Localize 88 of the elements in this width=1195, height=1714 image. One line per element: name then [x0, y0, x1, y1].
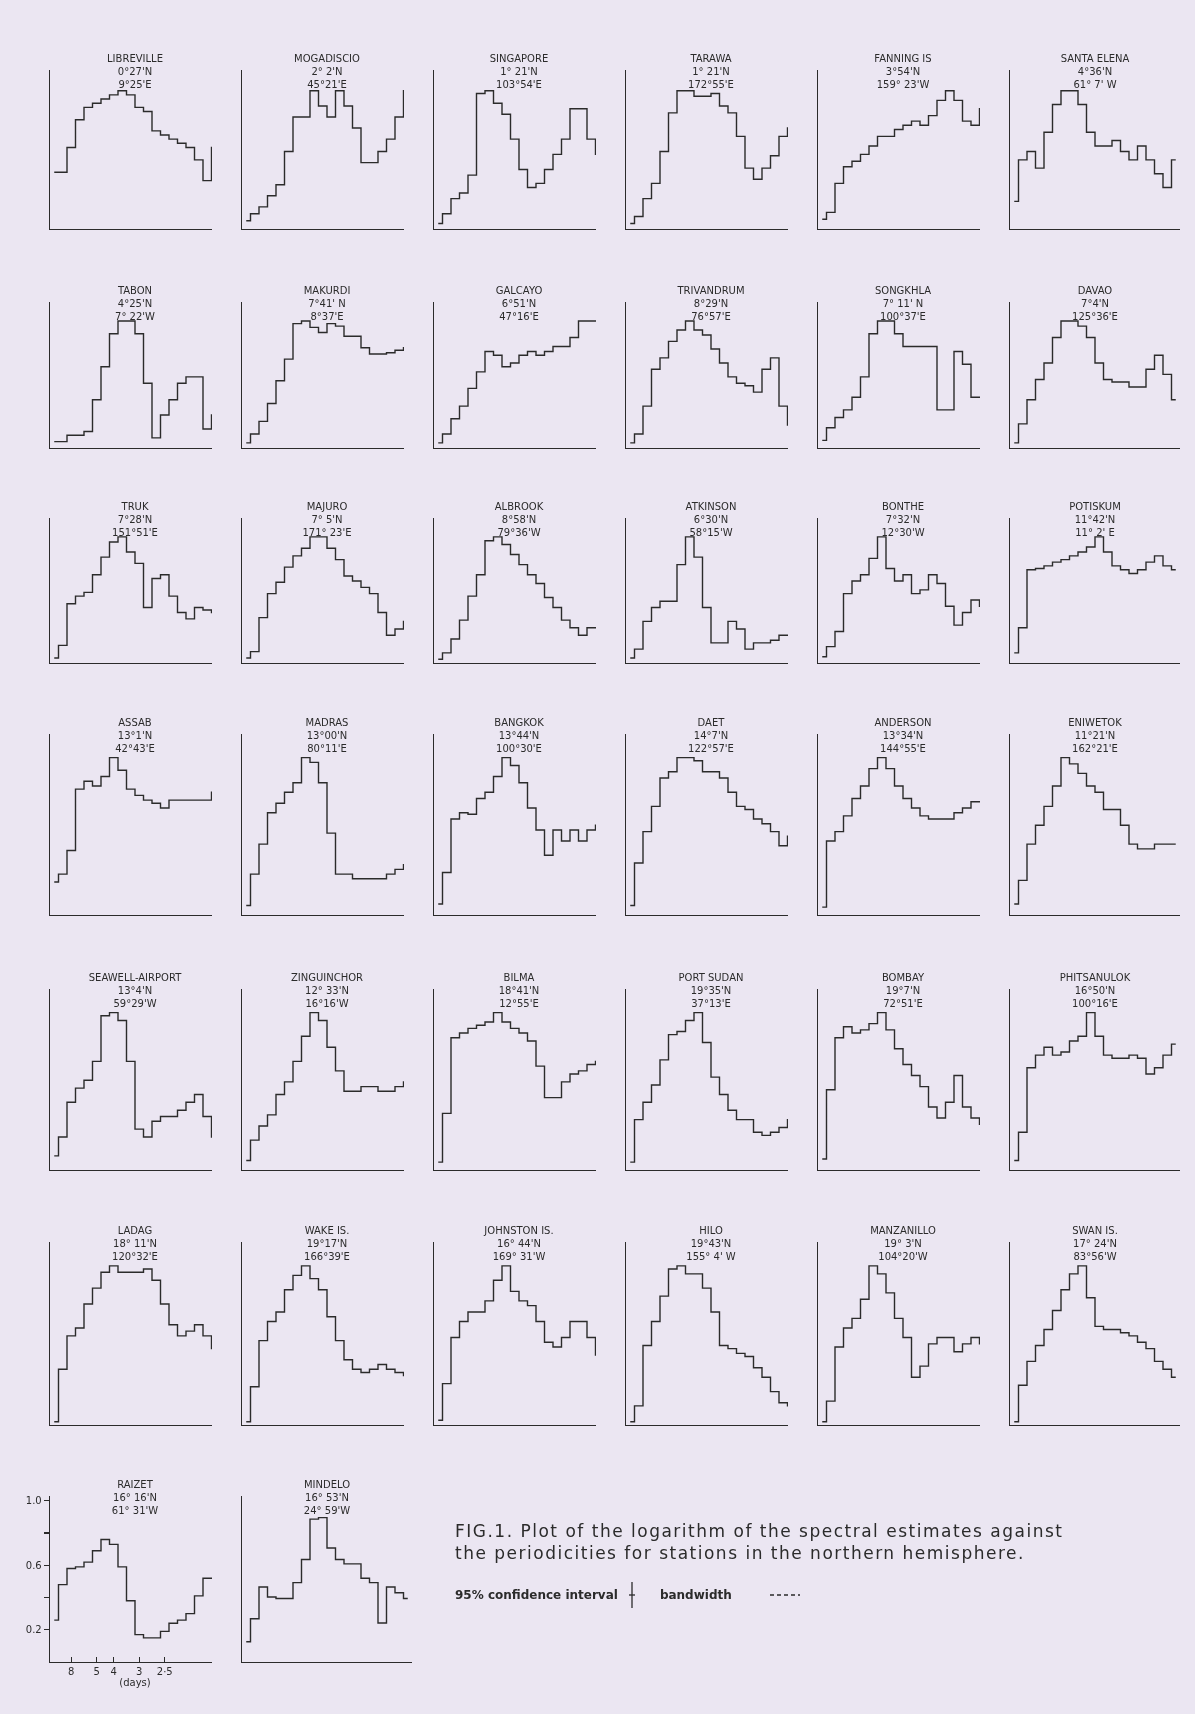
chart-title: GALCAYO: [495, 285, 543, 296]
chart-title: TARAWA: [689, 53, 732, 64]
chart-subtitle: 19°7'N 72°51'E: [883, 985, 923, 1009]
chart-title: MANZANILLO: [870, 1225, 936, 1236]
chart-title: HILO: [699, 1225, 723, 1236]
y-tick-label: 0.6: [25, 1559, 42, 1571]
chart-title: LADAG: [117, 1225, 153, 1236]
chart-title: PHITSANULOK: [1059, 972, 1131, 983]
chart-subtitle: 16° 44'N 169° 31'W: [492, 1238, 546, 1262]
chart-title: PORT SUDAN: [678, 972, 744, 983]
chart-title: ENIWETOK: [1068, 717, 1123, 728]
chart-subtitle: 16° 16'N 61° 31'W: [111, 1492, 159, 1516]
chart-subtitle: 19° 3'N 104°20'W: [878, 1238, 928, 1262]
chart-subtitle: 1° 21'N 172°55'E: [688, 66, 734, 90]
chart-title: MADRAS: [305, 717, 349, 728]
chart-subtitle: 7°28'N 151°51'E: [112, 514, 158, 538]
chart-title: SONGKHLA: [874, 285, 932, 296]
chart-title: TRIVANDRUM: [676, 285, 745, 296]
chart-subtitle: 19°17'N 166°39'E: [304, 1238, 350, 1262]
chart-title: SANTA ELENA: [1060, 53, 1130, 64]
chart-title: FANNING IS: [874, 53, 932, 64]
x-tick-label: 5: [93, 1666, 100, 1678]
chart-title: MAJURO: [306, 501, 348, 512]
chart-subtitle: 7°41' N 8°37'E: [308, 298, 346, 322]
chart-title: MINDELO: [303, 1479, 351, 1490]
chart-subtitle: 12° 33'N 16°16'W: [305, 985, 349, 1009]
chart-title: TABON: [116, 285, 153, 296]
chart-subtitle: 17° 24'N 83°56'W: [1073, 1238, 1117, 1262]
y-tick-label: 1.0: [25, 1495, 42, 1507]
chart-subtitle: 16° 53'N 24° 59'W: [303, 1492, 351, 1516]
chart-title: MOGADISCIO: [294, 53, 361, 64]
chart-subtitle: 19°43'N 155° 4' W: [686, 1238, 736, 1262]
chart-title: WAKE IS.: [304, 1225, 350, 1236]
chart-title: ZINGUINCHOR: [290, 972, 364, 983]
chart-subtitle: 6°30'N 58°15'W: [689, 514, 733, 538]
chart-title: SEAWELL-AIRPORT: [88, 972, 183, 983]
chart-subtitle: 13°4'N 59°29'W: [113, 985, 157, 1009]
chart-subtitle: 8°29'N 76°57'E: [691, 298, 731, 322]
chart-subtitle: 16°50'N 100°16'E: [1072, 985, 1118, 1009]
text: bandwidth: [659, 1588, 732, 1602]
chart-title: TRUK: [120, 501, 149, 512]
chart-subtitle: 11°21'N 162°21'E: [1072, 730, 1118, 754]
x-tick-label: 3: [136, 1666, 143, 1678]
chart-subtitle: 1° 21'N 103°54'E: [496, 66, 542, 90]
chart-title: BOMBAY: [881, 972, 925, 983]
chart-subtitle: 6°51'N 47°16'E: [499, 298, 539, 322]
chart-title: SINGAPORE: [489, 53, 549, 64]
chart-title: RAIZET: [117, 1479, 154, 1490]
chart-subtitle: 11°42'N 11° 2' E: [1074, 514, 1116, 538]
chart-title: ANDERSON: [874, 717, 932, 728]
chart-title: BILMA: [503, 972, 535, 983]
chart-subtitle: 7°32'N 12°30'W: [881, 514, 925, 538]
chart-subtitle: 13°34'N 144°55'E: [880, 730, 926, 754]
chart-subtitle: 0°27'N 9°25'E: [117, 66, 153, 90]
text: 95% confidence interval: [455, 1588, 618, 1602]
x-tick-label: 4: [110, 1666, 117, 1678]
chart-subtitle: 7°4'N 125°36'E: [1072, 298, 1118, 322]
chart-title: ASSAB: [118, 717, 152, 728]
chart-subtitle: 18°41'N 12°55'E: [498, 985, 540, 1009]
chart-title: POTISKUM: [1069, 501, 1121, 512]
chart-title: DAET: [697, 717, 726, 728]
chart-subtitle: 8°58'N 79°36'W: [497, 514, 541, 538]
chart-title: BONTHE: [882, 501, 924, 512]
x-tick-label: 2·5: [156, 1666, 173, 1678]
chart-subtitle: 7° 5'N 171° 23'E: [302, 514, 352, 538]
chart-title: BANGKOK: [494, 717, 545, 728]
chart-title: SWAN IS.: [1072, 1225, 1118, 1236]
caption: FIG.1. Plot of the logarithm of the spectral estimates against the periodicities for stations in the northern hemisphere.: [455, 1520, 1065, 1564]
chart-subtitle: 13°1'N 42°43'E: [115, 730, 155, 754]
chart-subtitle: 14°7'N 122°57'E: [688, 730, 734, 754]
chart-title: ALBROOK: [494, 501, 544, 512]
chart-title: LIBREVILLE: [107, 53, 163, 64]
chart-subtitle: 2° 2'N 45°21'E: [307, 66, 347, 90]
chart-subtitle: 19°35'N 37°13'E: [690, 985, 732, 1009]
chart-subtitle: 13°00'N 80°11'E: [306, 730, 348, 754]
chart-subtitle: 13°44'N 100°30'E: [496, 730, 542, 754]
chart-title: MAKURDI: [303, 285, 351, 296]
chart-subtitle: 18° 11'N 120°32'E: [112, 1238, 158, 1262]
chart-subtitle: 7° 11' N 100°37'E: [880, 298, 926, 322]
chart-title: DAVAO: [1077, 285, 1113, 296]
chart-title: ATKINSON: [685, 501, 737, 512]
chart-subtitle: 4°25'N 7° 22'W: [115, 298, 156, 322]
x-axis-title: (days): [119, 1677, 151, 1689]
chart-subtitle: 4°36'N 61° 7' W: [1073, 66, 1117, 90]
x-tick-label: 8: [68, 1666, 75, 1678]
y-tick-label: 0.2: [25, 1624, 42, 1636]
chart-title: JOHNSTON IS.: [483, 1225, 554, 1236]
chart-subtitle: 3°54'N 159° 23'W: [876, 66, 930, 90]
